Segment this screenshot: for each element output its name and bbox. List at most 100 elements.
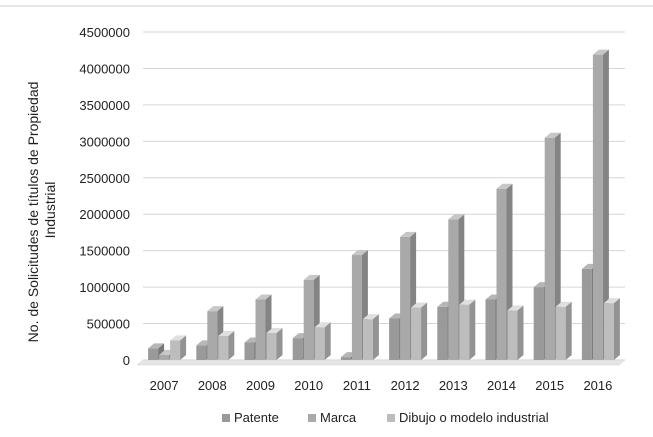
bar-front	[255, 299, 266, 360]
bar-front	[218, 335, 229, 360]
x-tick-label: 2013	[439, 378, 468, 393]
bar-front	[485, 299, 496, 360]
bar-front	[159, 354, 170, 360]
bar-top	[603, 298, 620, 304]
bar-top	[411, 302, 428, 308]
bar-top	[351, 250, 368, 256]
bar-side	[517, 305, 524, 360]
bar-top	[496, 183, 513, 189]
legend-swatch	[308, 414, 316, 422]
bar-dibujo-o-modelo-industrial	[362, 314, 379, 360]
bar-front	[496, 188, 507, 360]
bar-front	[170, 340, 181, 360]
bar-front	[544, 137, 555, 360]
bar-top	[592, 49, 609, 55]
bar-dibujo-o-modelo-industrial	[507, 305, 524, 360]
gridlines	[136, 31, 626, 366]
legend-item: Dibujo o modelo industrial	[387, 410, 549, 425]
bar-side	[276, 328, 283, 360]
y-axis-ticks: 0 500000 1000000 1500000 2000000 2500000 30000…	[79, 25, 130, 368]
bar-marca	[592, 49, 609, 361]
x-axis-ticks: 2007 2008 2009 2010 2011 2012 2013 2014 2015 2016	[150, 378, 613, 393]
y-tick-label: 1500000	[79, 244, 130, 259]
bar-dibujo-o-modelo-industrial	[314, 322, 331, 360]
bar-top	[507, 305, 524, 311]
bar-front	[148, 348, 159, 360]
y-tick-label: 3500000	[79, 98, 130, 113]
y-tick-label: 2000000	[79, 207, 130, 222]
bar-side	[421, 302, 428, 360]
bar-front	[196, 345, 207, 360]
bar-top	[400, 231, 417, 237]
legend-label: Marca	[320, 410, 357, 425]
bar-top	[448, 214, 465, 220]
legend-swatch	[387, 414, 395, 422]
legend: Patente Marca Dibujo o modelo industrial	[222, 410, 549, 425]
bar-top	[255, 294, 272, 300]
y-tick-label: 4500000	[79, 25, 130, 40]
bar-top	[314, 322, 331, 328]
x-tick-label: 2012	[391, 378, 420, 393]
y-tick-label: 4000000	[79, 61, 130, 76]
chart-floor	[136, 359, 626, 366]
bar-side	[613, 298, 620, 360]
bar-top	[170, 335, 187, 341]
bar-top	[148, 343, 165, 349]
bar-top	[218, 330, 235, 336]
bar-side	[180, 335, 187, 360]
bar-front	[555, 306, 566, 360]
bars	[148, 49, 620, 361]
bar-top	[555, 301, 572, 307]
bar-dibujo-o-modelo-industrial	[603, 298, 620, 360]
legend-swatch	[222, 414, 230, 422]
x-tick-label: 2009	[246, 378, 275, 393]
x-tick-label: 2010	[294, 378, 323, 393]
bar-top	[207, 306, 224, 312]
bar-side	[554, 132, 561, 360]
x-tick-label: 2007	[150, 378, 179, 393]
y-tick-label: 3000000	[79, 134, 130, 149]
x-tick-label: 2014	[487, 378, 516, 393]
bar-front	[411, 307, 422, 360]
bar-front	[400, 236, 411, 360]
y-axis-title: No. de Solicitudes de títulos de Propied…	[25, 78, 58, 343]
bar-front	[389, 318, 400, 360]
bar-dibujo-o-modelo-industrial	[218, 330, 235, 360]
legend-label: Patente	[234, 410, 279, 425]
bar-top	[303, 274, 320, 280]
bar-side	[565, 301, 572, 360]
bar-front	[351, 255, 362, 360]
y-tick-label: 500000	[87, 317, 130, 332]
bar-dibujo-o-modelo-industrial	[170, 335, 187, 360]
bar-front	[507, 310, 518, 360]
bar-front	[362, 319, 373, 360]
bar-side	[602, 49, 609, 361]
bar-top	[459, 299, 476, 305]
legend-item: Marca	[308, 410, 357, 425]
bar-front	[581, 268, 592, 360]
bar-front	[448, 219, 459, 360]
bar-side	[372, 314, 379, 360]
x-tick-label: 2011	[343, 378, 371, 393]
bar-marca	[544, 132, 561, 360]
bar-dibujo-o-modelo-industrial	[459, 299, 476, 360]
y-axis-title-line-1: No. de Solicitudes de títulos de Propied…	[25, 82, 41, 343]
bar-front	[459, 304, 470, 360]
bar-front	[292, 338, 303, 360]
bar-front	[533, 287, 544, 360]
bar-dibujo-o-modelo-industrial	[411, 302, 428, 360]
bar-dibujo-o-modelo-industrial	[555, 301, 572, 360]
bar-front	[303, 279, 314, 360]
bar-front	[266, 333, 277, 360]
bar-front	[437, 306, 448, 360]
bar-front	[244, 342, 255, 360]
bar-top	[266, 328, 283, 334]
bar-side	[469, 299, 476, 360]
bar-side	[228, 330, 235, 360]
bar-front	[340, 357, 351, 360]
bar-front	[314, 327, 325, 360]
bar-front	[592, 54, 603, 361]
x-tick-label: 2008	[198, 378, 227, 393]
